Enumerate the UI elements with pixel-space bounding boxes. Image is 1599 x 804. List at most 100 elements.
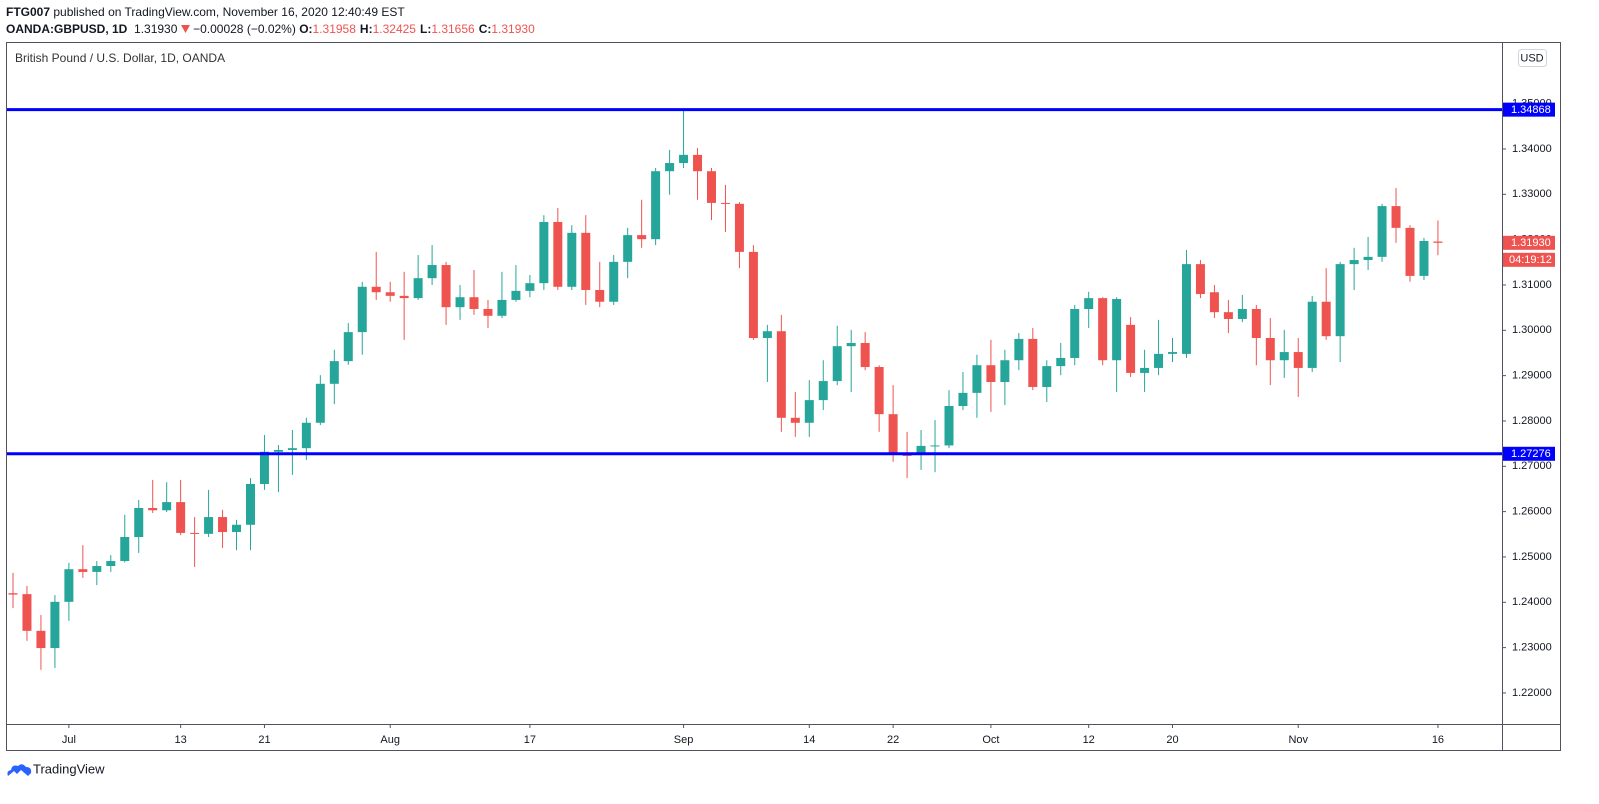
candle-body (50, 601, 60, 649)
y-tick-label: 1.26000 (1512, 506, 1552, 518)
candle-body (483, 308, 493, 316)
candle-body (1168, 352, 1178, 354)
candle-body (245, 483, 255, 525)
y-tick-label: 1.29000 (1512, 370, 1552, 382)
candle-body (1321, 301, 1331, 337)
candle-body (1070, 308, 1080, 358)
ohlc-value: 1.31958 (312, 22, 356, 36)
symbol: OANDA:GBPUSD, 1D (6, 22, 128, 36)
y-tick-label: 1.34000 (1512, 143, 1552, 155)
candle-body (1000, 360, 1010, 382)
candle-body (832, 346, 842, 382)
candle-body (1042, 366, 1052, 387)
candle-body (972, 365, 982, 393)
x-tick-label: 12 (1083, 734, 1095, 746)
ohlc-value: 1.31930 (491, 22, 535, 36)
candle-body (385, 292, 395, 296)
candle-body (986, 365, 996, 382)
candle-body (637, 235, 647, 240)
logo-icon (7, 764, 32, 776)
candle-body (301, 422, 311, 449)
overlay (7, 108, 1502, 456)
x-tick-label: 16 (1432, 734, 1444, 746)
candle-body (1279, 352, 1289, 361)
candle-body (1140, 367, 1150, 373)
frame (6, 42, 1561, 751)
candle-body (22, 594, 32, 631)
x-tick-label: Oct (982, 734, 999, 746)
ohlc-label: O: (299, 22, 313, 36)
y-tick-label: 1.23000 (1512, 642, 1552, 654)
ohlc-label: L: (419, 22, 432, 36)
candle-body (623, 235, 633, 262)
y-tick-label: 1.31000 (1512, 279, 1552, 291)
candle-body (273, 449, 283, 452)
x-tick-label: 14 (803, 734, 815, 746)
candle-body (595, 289, 605, 302)
candle-body (357, 286, 367, 333)
x-tick-label: Aug (380, 734, 400, 746)
candle-body (413, 278, 423, 299)
ohlc: O:1.31958 H:1.32425 L:1.31656 C:1.31930 (299, 22, 539, 36)
x-tick-label: Jul (62, 734, 76, 746)
x-tick-label: 20 (1166, 734, 1178, 746)
candle-body (525, 283, 535, 291)
candle-body (818, 381, 828, 401)
candles (8, 109, 1443, 670)
candle-body (1433, 241, 1443, 243)
candle-body (176, 502, 186, 533)
candle-body (1154, 353, 1164, 368)
x-tick-label: 21 (258, 734, 270, 746)
candle-body (92, 566, 102, 572)
ohlc-value: 1.31656 (431, 22, 475, 36)
candle-body (441, 265, 451, 308)
footer-brand: TradingView (33, 761, 105, 776)
candle-body (539, 221, 549, 284)
ohlc-value: 1.32425 (372, 22, 416, 36)
y-tick-label: 1.22000 (1512, 687, 1552, 699)
candle-body (371, 286, 381, 293)
quote-line: OANDA:GBPUSD, 1D 1.31930 −0.00028 (−0.02… (6, 22, 539, 36)
candle-body (874, 367, 884, 415)
candle-body (1363, 256, 1373, 261)
candle-body (511, 290, 521, 300)
candle-body (1237, 308, 1247, 319)
x-tick-label: 17 (524, 734, 536, 746)
last-price: 1.31930 (134, 22, 178, 36)
y-tick-label: 1.25000 (1512, 551, 1552, 563)
y-tick-label: 1.30000 (1512, 324, 1552, 336)
change: −0.00028 (−0.02%) (193, 22, 296, 36)
candle-body (707, 171, 716, 203)
candle-body (427, 265, 437, 279)
candle-body (1028, 338, 1038, 387)
candle-body (776, 331, 786, 418)
currency-box (1518, 49, 1547, 67)
ohlc-label: C: (478, 22, 492, 36)
candle-body (64, 569, 74, 602)
candle-body (497, 299, 507, 316)
candle-body (1014, 338, 1024, 361)
candle-body (553, 221, 563, 287)
x-tick-label: Sep (674, 734, 694, 746)
price-label: 1.31930 (1511, 237, 1551, 249)
candle-body (888, 414, 898, 455)
level-tag (1503, 102, 1555, 117)
candle-body (693, 154, 703, 172)
candle-body (790, 417, 800, 423)
candle-body (455, 297, 465, 308)
price-tag (1503, 235, 1555, 250)
candle-body (734, 203, 744, 252)
level-tag (1503, 446, 1555, 461)
candle-body (762, 331, 772, 339)
candle-body (958, 392, 968, 407)
candle-body (930, 445, 940, 447)
candle-body (232, 524, 242, 533)
candle-body (1209, 292, 1219, 313)
candle-body (665, 163, 675, 172)
candle-body (1405, 227, 1415, 276)
countdown-tag (1503, 252, 1555, 267)
candle-body (106, 561, 116, 567)
candle-body (1056, 357, 1066, 367)
